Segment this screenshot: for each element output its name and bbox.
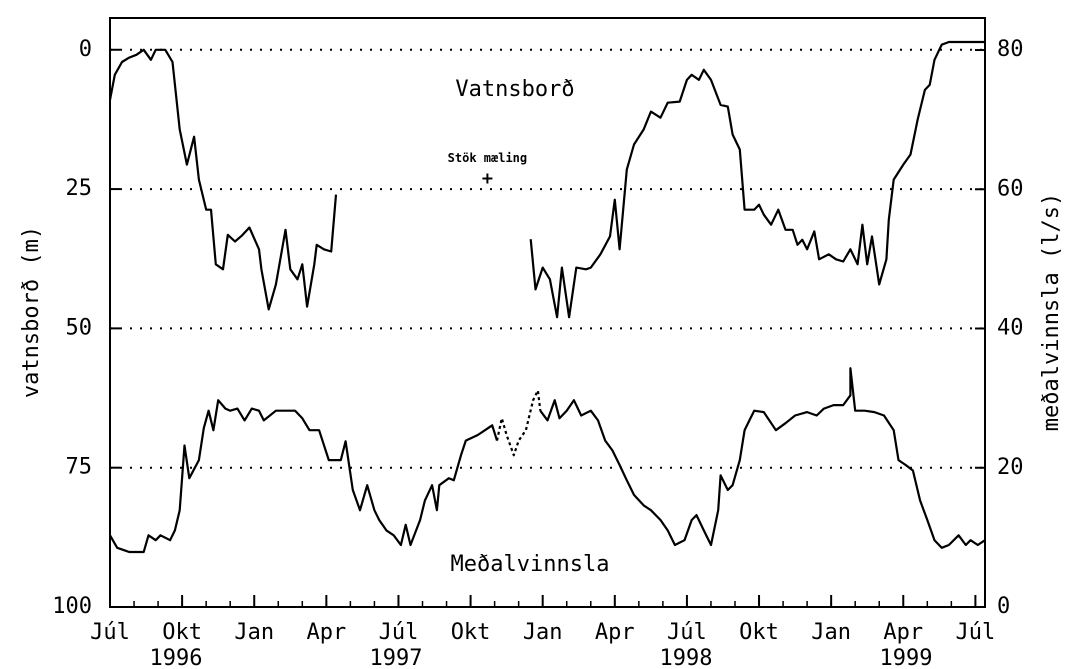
x-tick-label: Okt [451, 620, 491, 645]
y2-tick-label: 80 [997, 37, 1024, 62]
x-tick-label: Jan [811, 620, 851, 645]
y-tick-label: 0 [79, 37, 92, 62]
y2-axis-label: meðalvinnsla (l/s) [1039, 193, 1064, 431]
x-tick-label: Jan [234, 620, 274, 645]
y2-tick-label: 40 [997, 316, 1024, 341]
x-tick-label: Jan [523, 620, 563, 645]
y-axis-label: vatnsborð (m) [19, 226, 44, 398]
annotation: Meðalvinnsla [451, 552, 610, 577]
series-line [108, 40, 985, 319]
x-tick-label: Okt [739, 620, 779, 645]
annotation: Vatnsborð [455, 77, 574, 102]
x-tick-label: Júl [90, 620, 130, 645]
x-tick-label: Okt [162, 620, 202, 645]
y2-tick-label: 0 [997, 594, 1010, 619]
x-tick-label: Apr [306, 620, 346, 645]
year-label: 1998 [660, 646, 713, 669]
y-tick-label: 25 [66, 176, 93, 201]
y-tick-label: 100 [52, 594, 92, 619]
y-tick-label: 75 [66, 455, 93, 480]
series-line [495, 389, 542, 457]
measurement-label: Stök mæling [448, 151, 527, 165]
x-tick-label: Apr [595, 620, 635, 645]
x-tick-label: Júl [667, 620, 707, 645]
measurement-marker [482, 173, 493, 184]
y-tick-label: 50 [66, 315, 93, 340]
year-label: 1996 [150, 646, 203, 669]
plot-frame [109, 17, 986, 608]
y2-tick-label: 60 [997, 176, 1024, 201]
y2-tick-label: 20 [997, 455, 1024, 480]
series-line [109, 367, 986, 554]
x-tick-label: Apr [883, 620, 923, 645]
x-tick-label: Júl [956, 620, 996, 645]
x-tick-label: Júl [379, 620, 419, 645]
year-label: 1997 [370, 646, 423, 669]
year-label: 1999 [880, 646, 933, 669]
